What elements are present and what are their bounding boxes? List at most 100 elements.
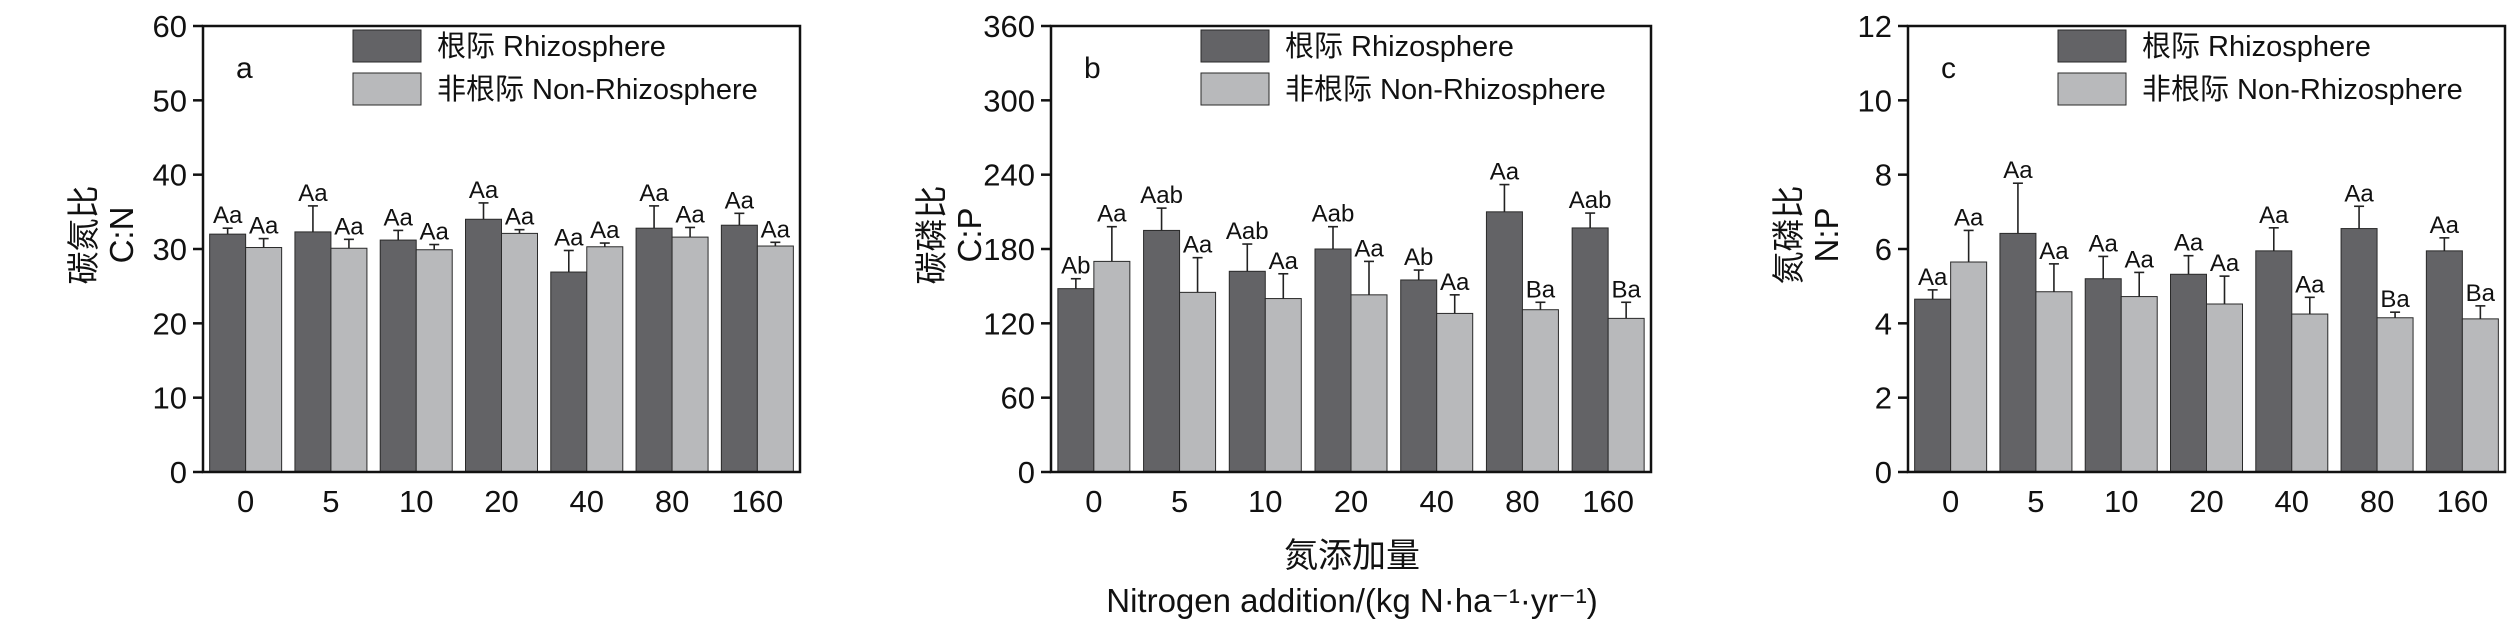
significance-label: Aa bbox=[420, 219, 450, 246]
x-tick-label: 20 bbox=[1334, 484, 1368, 519]
x-tick-label: 80 bbox=[2360, 484, 2394, 519]
x-axis-title-en: Nitrogen addition/(kg N·ha⁻¹·yr⁻¹) bbox=[1106, 582, 1598, 619]
bar bbox=[1950, 261, 1988, 473]
bar bbox=[586, 246, 624, 473]
x-tick-label: 20 bbox=[2189, 484, 2223, 519]
bar bbox=[635, 227, 673, 473]
x-tick-label: 40 bbox=[2275, 484, 2309, 519]
y-tick-label: 180 bbox=[983, 232, 1035, 267]
bar bbox=[1400, 279, 1438, 473]
significance-label: Aa bbox=[2344, 180, 2374, 207]
significance-label: Aa bbox=[384, 204, 414, 231]
legend-label: 非根际 Non-Rhizosphere bbox=[437, 73, 758, 106]
legend-swatch bbox=[1200, 72, 1270, 106]
significance-label: Aa bbox=[2125, 246, 2155, 273]
y-tick-label: 360 bbox=[983, 9, 1035, 44]
x-axis-title-cn: 氮添加量 bbox=[1284, 536, 1420, 576]
legend-label: 根际 Rhizosphere bbox=[437, 30, 666, 63]
y-axis-title-cn: 氮磷比 bbox=[1769, 186, 1808, 285]
bar bbox=[1143, 229, 1181, 473]
bar bbox=[671, 236, 709, 473]
significance-label: Ab bbox=[1061, 253, 1090, 280]
bar bbox=[1485, 211, 1523, 473]
x-tick-label: 10 bbox=[399, 484, 433, 519]
y-axis-title-en: N:P bbox=[1808, 207, 1845, 262]
y-tick-label: 0 bbox=[1018, 455, 1035, 490]
y-axis-title-cn: 碳磷比 bbox=[912, 186, 951, 285]
y-tick-label: 12 bbox=[1858, 9, 1892, 44]
y-tick-label: 8 bbox=[1875, 158, 1892, 193]
significance-label: Aa bbox=[469, 177, 499, 204]
x-tick-label: 0 bbox=[237, 484, 254, 519]
y-tick-label: 240 bbox=[983, 158, 1035, 193]
bar bbox=[2170, 273, 2207, 473]
significance-label: Aa bbox=[1354, 235, 1384, 262]
x-tick-label: 160 bbox=[2436, 484, 2488, 519]
x-tick-label: 5 bbox=[1171, 484, 1188, 519]
significance-label: Aa bbox=[2259, 202, 2289, 229]
x-tick-label: 160 bbox=[731, 484, 783, 519]
bar bbox=[1607, 317, 1645, 473]
significance-label: Aa bbox=[334, 213, 364, 240]
y-tick-label: 30 bbox=[153, 232, 187, 267]
y-tick-label: 50 bbox=[153, 83, 187, 118]
significance-label: Aa bbox=[2430, 212, 2460, 239]
significance-label: Aab bbox=[1312, 201, 1355, 228]
x-tick-label: 40 bbox=[1419, 484, 1453, 519]
significance-label: Aa bbox=[505, 204, 535, 231]
significance-label: Aa bbox=[2174, 230, 2204, 257]
bar bbox=[2035, 291, 2073, 473]
bar bbox=[2120, 296, 2158, 473]
bar bbox=[209, 233, 247, 473]
significance-label: Aa bbox=[590, 217, 620, 244]
significance-label: Aa bbox=[2089, 230, 2119, 257]
bar bbox=[720, 224, 758, 473]
y-tick-label: 6 bbox=[1875, 232, 1892, 267]
bar bbox=[756, 245, 794, 473]
significance-label: Ab bbox=[1404, 244, 1433, 271]
significance-label: Aa bbox=[675, 201, 705, 228]
legend-swatch bbox=[352, 72, 422, 106]
bar bbox=[245, 247, 283, 473]
legend-swatch bbox=[2057, 29, 2127, 63]
significance-label: Aa bbox=[2295, 271, 2325, 298]
significance-label: Aa bbox=[1097, 201, 1127, 228]
bar bbox=[1436, 312, 1474, 473]
x-tick-label: 80 bbox=[655, 484, 689, 519]
x-tick-label: 20 bbox=[484, 484, 518, 519]
y-tick-label: 0 bbox=[170, 455, 187, 490]
significance-label: Ba bbox=[1526, 276, 1556, 303]
x-tick-label: 160 bbox=[1582, 484, 1634, 519]
bar bbox=[1057, 288, 1095, 473]
significance-label: Aa bbox=[213, 202, 243, 229]
y-tick-label: 2 bbox=[1875, 381, 1892, 416]
significance-label: Aa bbox=[1918, 264, 1948, 291]
y-tick-label: 300 bbox=[983, 83, 1035, 118]
y-tick-label: 40 bbox=[153, 158, 187, 193]
significance-label: Aa bbox=[554, 224, 584, 251]
bar bbox=[2461, 318, 2499, 473]
panel-letter: b bbox=[1084, 52, 1101, 85]
significance-label: Aa bbox=[2003, 157, 2033, 184]
x-tick-label: 5 bbox=[2027, 484, 2044, 519]
y-tick-label: 10 bbox=[1858, 83, 1892, 118]
y-tick-label: 60 bbox=[1001, 381, 1035, 416]
panel-letter: c bbox=[1941, 52, 1956, 85]
y-axis-title-en: C:N bbox=[103, 207, 140, 264]
significance-label: Aab bbox=[1226, 218, 1269, 245]
bar bbox=[330, 247, 368, 473]
legend-label: 根际 Rhizosphere bbox=[2142, 30, 2371, 63]
significance-label: Aa bbox=[1954, 204, 1984, 231]
significance-label: Aa bbox=[2210, 250, 2240, 277]
bar bbox=[550, 271, 588, 473]
bar bbox=[379, 239, 417, 473]
bar bbox=[1264, 298, 1302, 473]
bar bbox=[465, 218, 502, 473]
y-axis-title-cn: 碳氮比 bbox=[64, 186, 103, 285]
